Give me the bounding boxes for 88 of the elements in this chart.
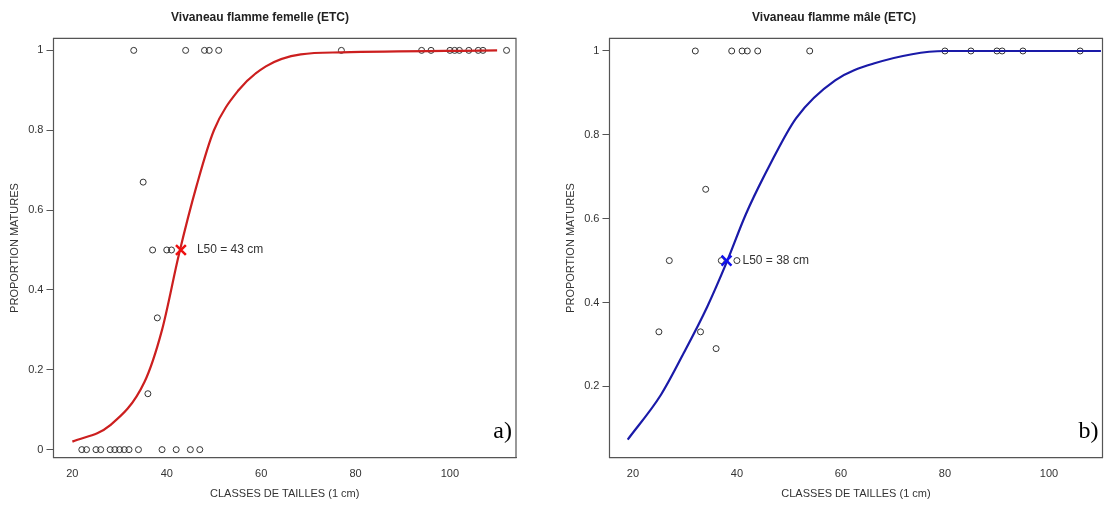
x-tick-label: 20 xyxy=(66,467,79,480)
x-tick-label: 60 xyxy=(834,467,848,480)
point xyxy=(665,257,673,265)
point xyxy=(728,47,736,55)
annotation: b) xyxy=(1078,416,1099,443)
point xyxy=(120,446,128,454)
point xyxy=(697,328,704,336)
y-tick-label: 0.6 xyxy=(584,211,600,224)
point xyxy=(201,46,209,54)
annotation: L50 = 43 cm xyxy=(196,242,264,257)
point xyxy=(479,46,487,54)
point xyxy=(167,246,175,254)
point xyxy=(172,446,180,454)
chart-title: Vivaneau flamme femelle (ETC) xyxy=(171,9,349,24)
point xyxy=(106,446,114,454)
chart-title: Vivaneau flamme mâle (ETC) xyxy=(752,9,916,24)
y-tick-label: 0.8 xyxy=(584,127,600,140)
point xyxy=(196,446,204,454)
x-tick-label: 80 xyxy=(349,467,362,480)
y-tick-label: 1 xyxy=(593,44,600,57)
point xyxy=(337,46,345,54)
x-axis-title: CLASSES DE TAILLES (1 cm) xyxy=(210,487,360,500)
point xyxy=(998,47,1006,55)
point xyxy=(144,390,152,398)
point xyxy=(655,328,663,336)
point xyxy=(78,446,86,454)
point xyxy=(215,46,223,54)
point xyxy=(163,246,171,254)
x-tick-label: 20 xyxy=(626,467,640,480)
point xyxy=(738,47,746,55)
point xyxy=(503,46,511,54)
line-series xyxy=(626,49,1103,441)
point xyxy=(130,46,138,54)
point xyxy=(1019,47,1027,55)
point xyxy=(205,46,213,54)
point xyxy=(465,46,473,54)
point xyxy=(474,46,482,54)
annotation: L50 = 38 cm xyxy=(742,252,809,267)
x-tick-label: 80 xyxy=(938,467,952,480)
point xyxy=(153,314,161,322)
y-tick-label: 1 xyxy=(37,43,44,56)
point xyxy=(83,446,91,454)
x-tick-label: 40 xyxy=(160,467,173,480)
point xyxy=(451,46,459,54)
point xyxy=(97,446,105,454)
y-tick-label: 0.8 xyxy=(28,123,44,136)
point xyxy=(134,446,142,454)
point xyxy=(186,446,194,454)
point xyxy=(427,46,435,54)
point xyxy=(92,446,100,454)
y-tick-label: 0.4 xyxy=(28,282,44,295)
x-tick-label: 40 xyxy=(730,467,744,480)
point xyxy=(717,257,725,265)
point xyxy=(174,243,188,257)
annotation: a) xyxy=(493,416,512,443)
y-tick-label: 0.2 xyxy=(28,362,44,375)
point xyxy=(754,47,762,55)
y-tick-label: 0.2 xyxy=(584,379,600,392)
point xyxy=(733,257,741,265)
point xyxy=(993,47,1001,55)
y-tick-label: 0 xyxy=(37,442,44,455)
point xyxy=(139,178,147,186)
x-tick-label: 100 xyxy=(440,467,460,480)
point xyxy=(1076,47,1084,55)
point xyxy=(967,47,975,55)
point xyxy=(182,46,190,54)
point xyxy=(446,46,454,54)
y-axis-title: PROPORTION MATURES xyxy=(563,183,576,313)
point xyxy=(806,47,814,55)
point xyxy=(455,46,463,54)
x-tick-label: 100 xyxy=(1039,467,1059,480)
x-tick-label: 60 xyxy=(255,467,268,480)
y-tick-label: 0.4 xyxy=(584,295,600,308)
point xyxy=(125,446,133,454)
point xyxy=(418,46,426,54)
point xyxy=(111,446,119,454)
point xyxy=(691,47,699,55)
y-axis-title: PROPORTION MATURES xyxy=(7,183,20,313)
point xyxy=(116,446,124,454)
point xyxy=(743,47,751,55)
point xyxy=(941,47,949,55)
x-axis-title: CLASSES DE TAILLES (1 cm) xyxy=(781,487,931,500)
point xyxy=(702,185,710,193)
point xyxy=(149,246,157,254)
y-tick-label: 0.6 xyxy=(28,203,44,216)
point xyxy=(720,254,733,267)
point xyxy=(158,446,166,454)
point xyxy=(712,345,720,353)
